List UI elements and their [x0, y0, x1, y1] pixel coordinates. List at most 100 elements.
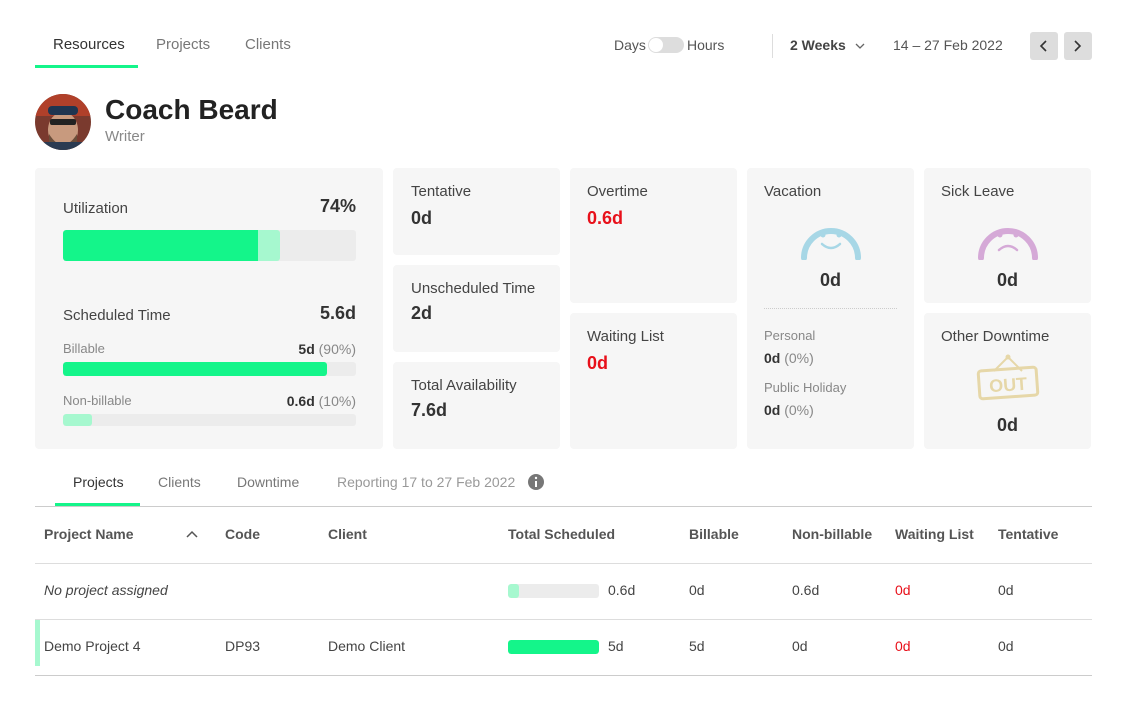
out-sign-icon: OUT: [976, 354, 1040, 401]
person-role: Writer: [105, 128, 145, 145]
nav-tab[interactable]: Resources: [53, 36, 125, 53]
column-header: Tentative: [998, 526, 1059, 542]
column-header[interactable]: Project Name: [44, 526, 134, 542]
row-divider: [35, 675, 1092, 676]
non-billable-bar: [63, 414, 356, 426]
label: Scheduled Time: [63, 307, 171, 324]
utilization-bar: [63, 230, 356, 261]
cell: 0.6d: [792, 582, 820, 598]
reporting-period: Reporting 17 to 27 Feb 2022: [337, 474, 516, 490]
sort-icon[interactable]: [186, 530, 198, 540]
cell: 0d: [792, 638, 808, 654]
value: 0d: [764, 350, 781, 366]
toggle-label: Hours: [687, 37, 725, 53]
cell: 0d: [689, 582, 705, 598]
toggle[interactable]: [648, 37, 684, 53]
svg-text:OUT: OUT: [988, 374, 1027, 397]
value: 0d: [587, 353, 609, 373]
stat-card: Overtime 0.6d: [570, 168, 737, 303]
value: 5.6d: [319, 303, 356, 323]
billable-bar: [63, 362, 356, 376]
toggle-label: Days: [614, 37, 646, 53]
info-icon[interactable]: [527, 473, 545, 491]
stat-card: Tentative 0d: [393, 168, 560, 255]
sad-icon: [978, 228, 1038, 260]
value: 0d: [411, 208, 433, 228]
sub-tab[interactable]: Downtime: [237, 474, 300, 490]
value: 0d: [819, 270, 841, 290]
label: Public Holiday: [764, 380, 847, 395]
sub-tab[interactable]: Projects: [73, 474, 124, 490]
value: 0d: [996, 270, 1018, 290]
cell[interactable]: Demo Project 4: [44, 638, 141, 654]
divider: [772, 34, 773, 58]
scheduled-fill: [508, 640, 599, 654]
share: (0%): [784, 402, 814, 418]
cell: 0d: [998, 638, 1014, 654]
label: Overtime: [587, 183, 648, 200]
nav-tab[interactable]: Clients: [245, 36, 291, 53]
column-header: Waiting List: [895, 526, 974, 542]
cell: 5d: [689, 638, 705, 654]
column-header: Code: [225, 526, 260, 542]
scheduled-fill: [508, 584, 519, 598]
pager: [1030, 32, 1092, 60]
row-divider: [35, 619, 1092, 620]
label: Personal: [764, 328, 816, 343]
avatar: [35, 94, 91, 150]
column-header: Total Scheduled: [508, 526, 616, 542]
billable-fill: [63, 362, 327, 376]
value: 0.6d: [286, 393, 315, 409]
cell: 0d: [998, 582, 1014, 598]
label: Unscheduled Time: [411, 280, 536, 297]
column-header: Non-billable: [792, 526, 873, 542]
nav-tab[interactable]: Projects: [156, 36, 211, 53]
share: (10%): [318, 393, 356, 409]
cell: DP93: [225, 638, 261, 654]
active-tab-underline: [35, 65, 138, 68]
share: (90%): [318, 341, 356, 357]
value: 7.6d: [411, 400, 448, 420]
column-header: Client: [328, 526, 367, 542]
scheduled-bar: [508, 640, 599, 654]
cell[interactable]: No project assigned: [44, 582, 168, 598]
row-accent: [35, 620, 40, 666]
row-divider: [35, 563, 1092, 564]
value: 0d: [764, 402, 781, 418]
utilization-card: Utilization 74% Scheduled Time 5.6d Bill…: [35, 168, 383, 449]
label: Total Availability: [411, 377, 517, 394]
label: Vacation: [764, 183, 822, 200]
label: Tentative: [411, 183, 472, 200]
stat-card: Total Availability 7.6d: [393, 362, 560, 449]
stat-card: Unscheduled Time 2d: [393, 265, 560, 352]
cell: 0.6d: [608, 582, 636, 598]
stat-card: Other Downtime OUT 0d: [924, 313, 1091, 449]
scheduled-bar: [508, 584, 599, 598]
divider: [35, 506, 1092, 507]
value: 5d: [298, 341, 315, 357]
prev-button[interactable]: [1030, 32, 1058, 60]
date-range: 14 – 27 Feb 2022: [893, 37, 1003, 53]
vacation-card: Vacation 0d Personal 0d (0%) Public Holi…: [747, 168, 914, 449]
label: Other Downtime: [941, 328, 1050, 345]
cell: Demo Client: [328, 638, 406, 654]
share: (0%): [784, 350, 814, 366]
chevron-down: [855, 43, 865, 49]
non-billable-fill: [63, 414, 93, 426]
sub-tab[interactable]: Clients: [158, 474, 201, 490]
label: Sick Leave: [941, 183, 1015, 200]
active-tab-underline: [55, 503, 140, 506]
person-name: Coach Beard: [105, 94, 278, 125]
label: Utilization: [63, 200, 129, 217]
label: Non-billable: [63, 393, 132, 408]
value: 0d: [996, 415, 1018, 435]
column-header: Billable: [689, 526, 739, 542]
label: Billable: [63, 341, 105, 356]
next-button[interactable]: [1064, 32, 1092, 60]
range-select[interactable]: 2 Weeks: [790, 37, 846, 53]
label: Waiting List: [587, 328, 664, 345]
value: 0.6d: [587, 208, 624, 228]
value: 2d: [411, 303, 433, 323]
happy-icon: [801, 228, 861, 260]
